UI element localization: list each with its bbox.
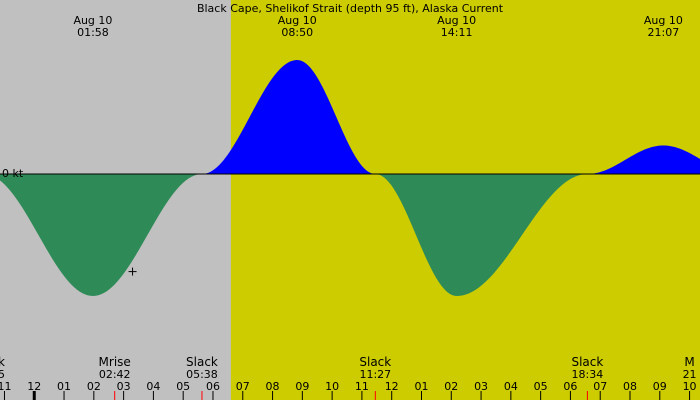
x-tick-label: 09 <box>295 380 309 393</box>
bottom-event-time: 21 <box>683 368 697 381</box>
event-time-label: 21:07 <box>648 26 680 39</box>
event-date-label: Aug 10 <box>73 14 112 27</box>
bottom-event-label: M <box>684 355 694 369</box>
x-tick-label: 01 <box>57 380 71 393</box>
current-areas <box>0 60 700 296</box>
crosshair-marker <box>128 267 137 276</box>
event-time-label: 14:11 <box>441 26 473 39</box>
bottom-labels: Slack05:38Slack11:27Slack18:34k5Mrise02:… <box>0 355 697 381</box>
x-tick-label: 03 <box>474 380 488 393</box>
event-time-label: 08:50 <box>281 26 313 39</box>
bottom-event-label: Slack <box>571 355 603 369</box>
x-tick-label: 02 <box>444 380 458 393</box>
bottom-event-time: 11:27 <box>359 368 391 381</box>
ebb-area <box>375 174 588 296</box>
flood-area <box>587 145 700 174</box>
x-tick-label: 05 <box>534 380 548 393</box>
midnight-marker <box>32 391 36 400</box>
bottom-event-label: Slack <box>359 355 391 369</box>
x-tick-label: 03 <box>117 380 131 393</box>
x-axis: 11 12 01 02 03 04 05 06 07 08 09 10 11 12 01 02 03 04 05 06… <box>0 380 697 400</box>
event-date-label: Aug 10 <box>278 14 317 27</box>
x-tick-label: 08 <box>266 380 280 393</box>
x-tick-label: 06 <box>563 380 577 393</box>
bottom-event-time: 02:42 <box>99 368 131 381</box>
event-time-label: 01:58 <box>77 26 109 39</box>
x-tick-label: 08 <box>623 380 637 393</box>
flood-area <box>201 60 376 174</box>
x-tick-label: 11 <box>355 380 369 393</box>
bottom-event-time: 18:34 <box>572 368 604 381</box>
bottom-event-label: Slack <box>186 355 218 369</box>
x-tick-label: 07 <box>236 380 250 393</box>
chart-title: Black Cape, Shelikof Strait (depth 95 ft… <box>197 2 504 15</box>
event-date-label: Aug 10 <box>644 14 683 27</box>
x-tick-label: 06 <box>206 380 220 393</box>
bottom-event-time: 05:38 <box>186 368 218 381</box>
bottom-event-label: k <box>0 355 5 369</box>
x-tick-label: 12 <box>385 380 399 393</box>
x-tick-label: 04 <box>504 380 518 393</box>
zero-kt-label: 0 kt <box>2 167 24 180</box>
x-tick-label: 09 <box>653 380 667 393</box>
x-tick-label: 10 <box>683 380 697 393</box>
x-tick-label: 01 <box>414 380 428 393</box>
x-tick-label: 02 <box>87 380 101 393</box>
bottom-event-label: Mrise <box>99 355 131 369</box>
ebb-area <box>0 174 202 296</box>
x-tick-label: 07 <box>593 380 607 393</box>
event-date-label: Aug 10 <box>437 14 476 27</box>
x-tick-label: 10 <box>325 380 339 393</box>
x-tick-label: 05 <box>176 380 190 393</box>
x-tick-label: 12 <box>27 380 41 393</box>
bottom-event-time: 5 <box>0 368 5 381</box>
x-tick-label: 11 <box>0 380 11 393</box>
x-tick-label: 04 <box>146 380 160 393</box>
